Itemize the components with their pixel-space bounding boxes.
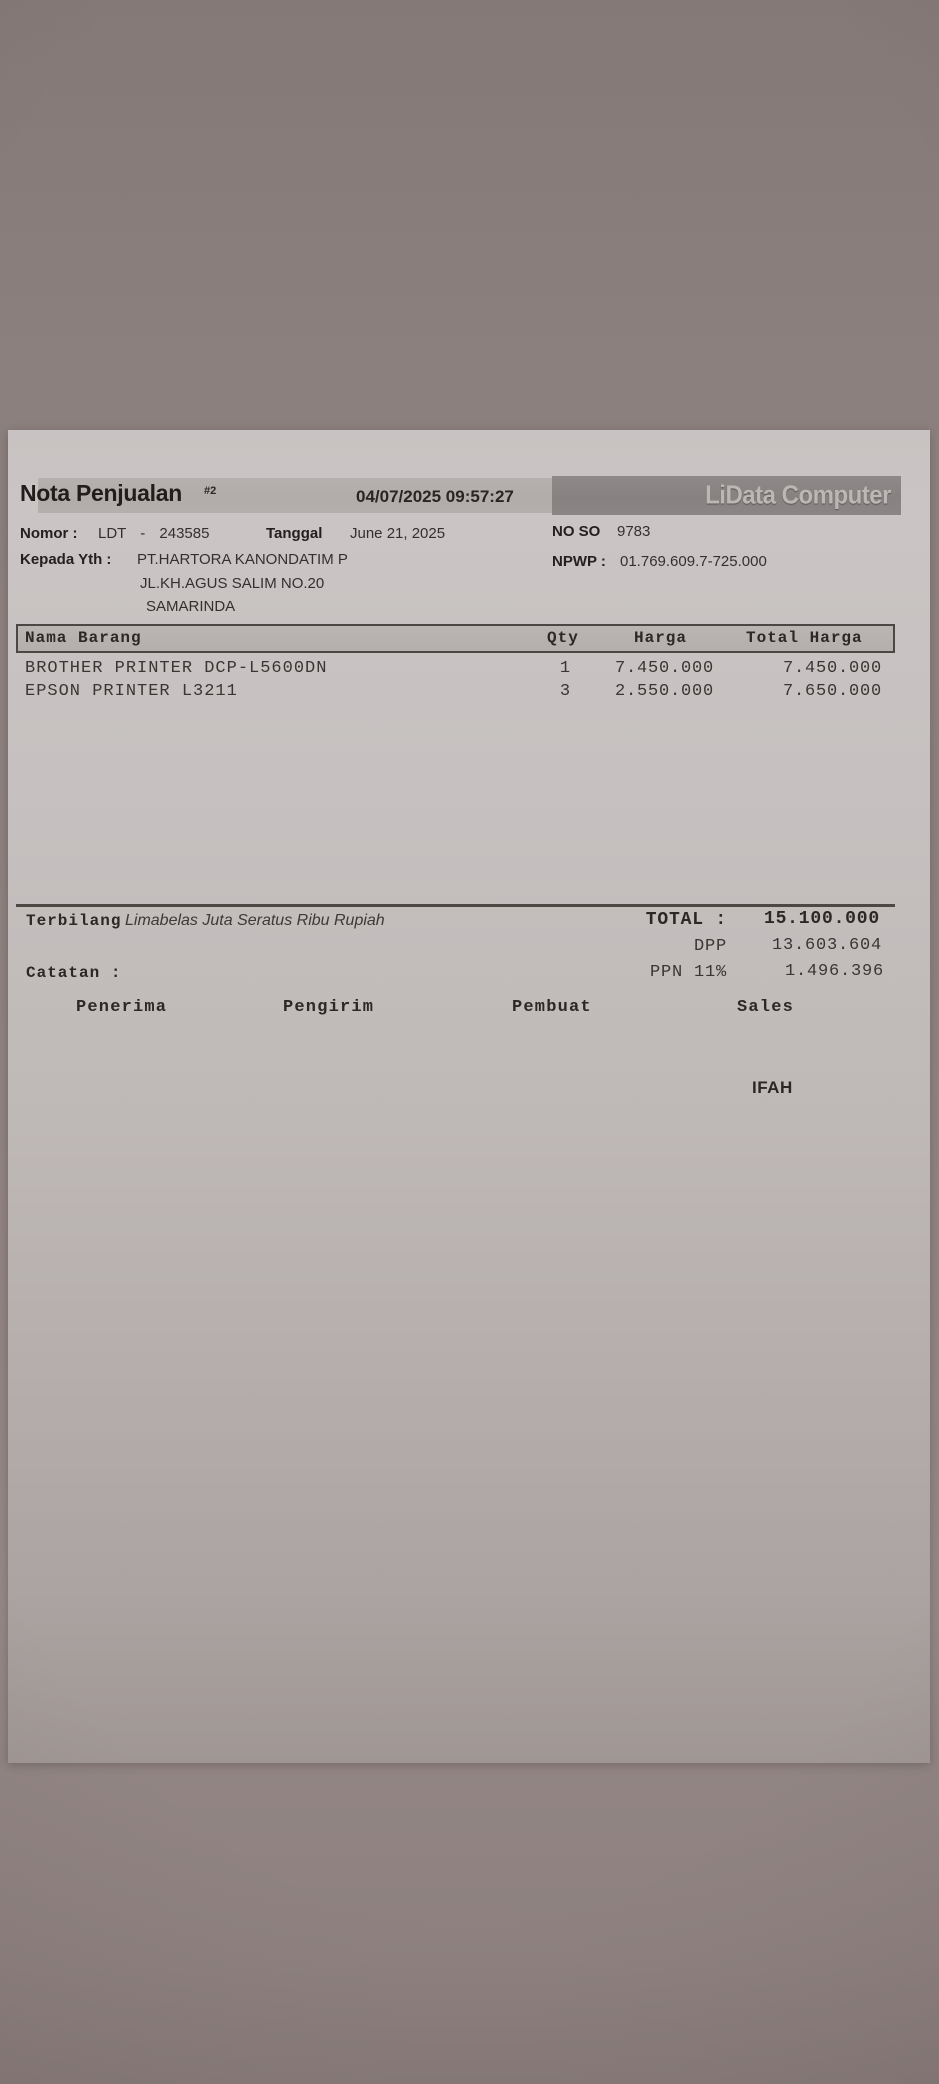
summary-divider: [16, 904, 895, 907]
total-label: TOTAL :: [645, 910, 727, 930]
kepada-name: PT.HARTORA KANONDATIM P: [137, 551, 348, 568]
brand-logo-text: LiData Computer: [705, 480, 891, 510]
kepada-city: SAMARINDA: [146, 598, 236, 615]
kepada-label: Kepada Yth :: [20, 551, 112, 568]
no-so-label: NO SO: [552, 523, 601, 540]
item-total: 7.450.000: [782, 659, 882, 678]
item-harga: 7.450.000: [614, 659, 714, 678]
npwp-label: NPWP :: [552, 553, 606, 570]
terbilang-label: Terbilang: [26, 912, 122, 930]
doc-title-superscript: #2: [204, 485, 217, 497]
nomor-label: Nomor :: [20, 525, 78, 542]
col-header-total-harga: Total Harga: [746, 629, 863, 647]
total-value: 15.100.000: [763, 909, 880, 929]
item-harga: 2.550.000: [614, 682, 714, 701]
table-header-box: [16, 624, 895, 653]
ppn-label: PPN 11%: [649, 963, 727, 982]
header-band: [38, 478, 555, 513]
dpp-value: 13.603.604: [771, 936, 882, 955]
doc-datetime: 04/07/2025 09:57:27: [356, 487, 514, 506]
brand-bar: LiData Computer: [552, 476, 901, 515]
receipt-paper: LiData Computer Nota Penjualan #2 04/07/…: [8, 430, 930, 1763]
no-so-value: 9783: [617, 523, 651, 540]
col-header-qty: Qty: [547, 629, 579, 647]
item-qty: 3: [559, 682, 571, 701]
item-total: 7.650.000: [782, 682, 882, 701]
npwp-value: 01.769.609.7-725.000: [620, 553, 767, 570]
signature-penerima: Penerima: [76, 998, 168, 1017]
col-header-nama-barang: Nama Barang: [25, 629, 142, 647]
col-header-harga: Harga: [634, 629, 688, 647]
signature-sales: Sales: [737, 998, 795, 1017]
item-name: EPSON PRINTER L3211: [25, 682, 238, 701]
ppn-value: 1.496.396: [784, 962, 884, 981]
nomor-value: LDT - 243585: [98, 525, 210, 542]
item-name: BROTHER PRINTER DCP-L5600DN: [25, 659, 328, 678]
tanggal-value: June 21, 2025: [350, 525, 446, 542]
dpp-label: DPP: [693, 937, 727, 956]
item-qty: 1: [559, 659, 571, 678]
catatan-label: Catatan :: [26, 964, 122, 982]
sales-name: IFAH: [752, 1078, 793, 1097]
kepada-address: JL.KH.AGUS SALIM NO.20: [140, 575, 325, 592]
terbilang-value: Limabelas Juta Seratus Ribu Rupiah: [125, 912, 385, 929]
signature-pengirim: Pengirim: [283, 998, 375, 1017]
signature-pembuat: Pembuat: [512, 998, 592, 1017]
tanggal-label: Tanggal: [266, 525, 323, 542]
doc-title: Nota Penjualan: [20, 480, 182, 506]
